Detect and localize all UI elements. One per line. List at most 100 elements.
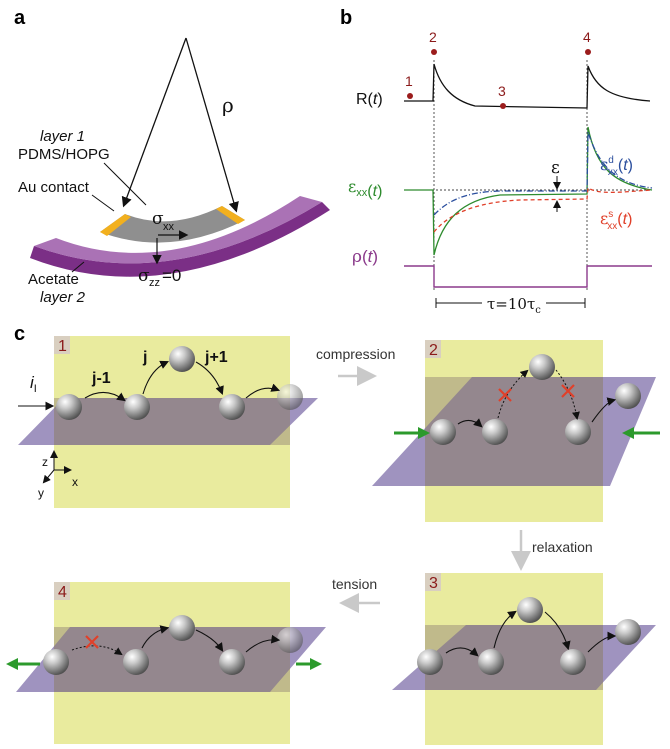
frame-2-number-bg [425,340,441,358]
axis-z-label: z [42,455,48,469]
point-3-label: 3 [498,83,506,99]
frame-2-force-right-head [622,427,634,439]
layer1-material: PDMS/HOPG [18,146,110,163]
panel-c-label: c [14,323,25,345]
frame-1-atom-3 [219,394,245,420]
acetate-label: Acetate [28,271,79,288]
frame-4-number-bg [54,582,70,600]
point-4-label: 4 [583,29,591,45]
layer1-pointer [103,162,147,206]
sigma-xx-subscript: xx [163,221,175,233]
relaxation-label: relaxation [532,539,593,555]
layer2-label: layer 2 [40,289,86,306]
frame-3-atom-3 [560,649,586,675]
frame-4-atom-4 [277,627,303,653]
dynamic-strain-trace [433,131,653,216]
frame-4-hop-2 [141,625,170,649]
panel-c: c 1 j-1 j j+1 iI [6,323,660,745]
point-4-dot [585,49,591,55]
r-label: R(t) [356,91,383,108]
frame-2-hop-2 [497,369,529,419]
frame-3-hop-4 [587,631,617,653]
frame-4-atom-top [169,615,195,641]
axis-y-label: y [38,486,44,500]
frame-2-atom-4 [615,383,641,409]
frame-3-atom-top [517,597,543,623]
au-contact-label: Au contact [18,179,90,196]
frame-2-force-left-head [418,427,430,439]
strain-trace [404,126,653,256]
frame-2-atom-top [529,354,555,380]
axis-y-line [42,469,55,484]
frame-2-atom-3 [565,419,591,445]
frame-2-hop-1 [457,418,483,428]
frame-4-atom-1 [43,649,69,675]
frame-2-atom-1 [430,419,456,445]
frame-3-number: 3 [429,575,438,592]
dynamic-strain-label: εd xx(t) [600,155,633,178]
strain-label: εxxR((t) [348,177,382,200]
frame-4-hop-4 [245,634,281,653]
site-j-plus-1: j+1 [204,349,228,366]
tau-label-bg [482,295,546,311]
frame-1-number: 1 [58,338,67,355]
frame-1-hop-2 [142,360,169,395]
compression-label: compression [316,346,395,362]
panel-a: a ρ layer 1 PDMS/HOPG Au contact σ xx σ … [14,7,330,306]
frame-1-hop-3 [195,361,224,396]
frame-1-hop-1 [84,391,126,402]
frame-2-blocked-marks [498,384,575,402]
acetate-pointer [71,261,85,273]
frame-2-plane [372,377,656,486]
site-j: j [142,349,147,366]
sigma-zz-subscript: zz [149,277,160,289]
frame-4-force-left-head [6,658,18,670]
frame-4: 4 [6,582,326,744]
frame-4-hop-1 [71,645,123,656]
frame-1-number-bg [54,336,70,354]
frame-1-atom-1 [56,394,82,420]
frame-1-overlap [54,398,290,445]
frame-2: 2 [372,340,660,522]
frame-4-blocked-mark [85,635,99,649]
au-pointer [91,194,115,212]
frame-3-hop-3 [544,611,571,651]
static-strain-trace [433,186,653,233]
curvature-trace [404,265,652,288]
frame-4-number: 4 [58,584,67,601]
current-label: iI [30,373,37,395]
frame-4-force-right-head [310,658,322,670]
resistance-trace [404,63,651,109]
frame-4-overlap [54,627,290,692]
frame-2-atom-2 [482,419,508,445]
frame-1: 1 j-1 j j+1 iI z x y [18,336,318,508]
sigma-zz-symbol: σ [138,266,150,286]
frame-1-atom-top [169,346,195,372]
rho-label: ρ [222,93,234,117]
frame-1-atom-2 [124,394,150,420]
panel-a-label: a [14,7,26,29]
frame-4-atom-3 [219,649,245,675]
au-contact-right [216,206,245,224]
frame-2-number: 2 [429,342,438,359]
frame-3-plane [392,625,656,690]
point-2-dot [431,49,437,55]
au-contact-left [100,214,131,236]
frame-3: 3 [392,573,656,745]
panel-b-label: b [340,7,352,29]
tension-label: tension [332,576,377,592]
pdms-hopg-film [100,206,245,243]
radius-line-right [185,37,239,213]
frame-3-hop-1 [445,647,479,657]
sigma-zz-value: =0 [162,266,181,285]
site-j-minus-1: j-1 [91,370,111,387]
acetate-substrate [30,202,330,277]
point-3-dot [500,103,506,109]
panel-b: b R(t) 1 2 3 4 ε εxxR((t) [340,7,653,316]
frame-1-hop-4 [245,383,281,399]
point-2-label: 2 [429,29,437,45]
frame-2-overlap [425,377,603,486]
frame-3-overlap [425,625,603,690]
tau-label: τ=10τc [487,295,541,316]
